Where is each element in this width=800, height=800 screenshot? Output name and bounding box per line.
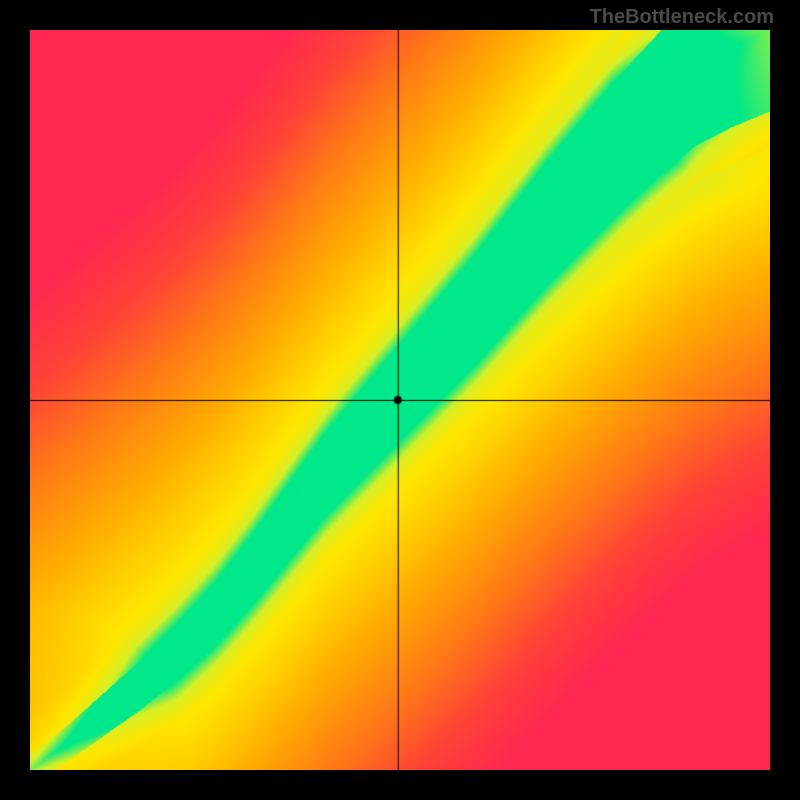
watermark-text: TheBottleneck.com [590,6,774,29]
heatmap-plot [30,30,770,770]
crosshair-overlay [30,30,770,770]
